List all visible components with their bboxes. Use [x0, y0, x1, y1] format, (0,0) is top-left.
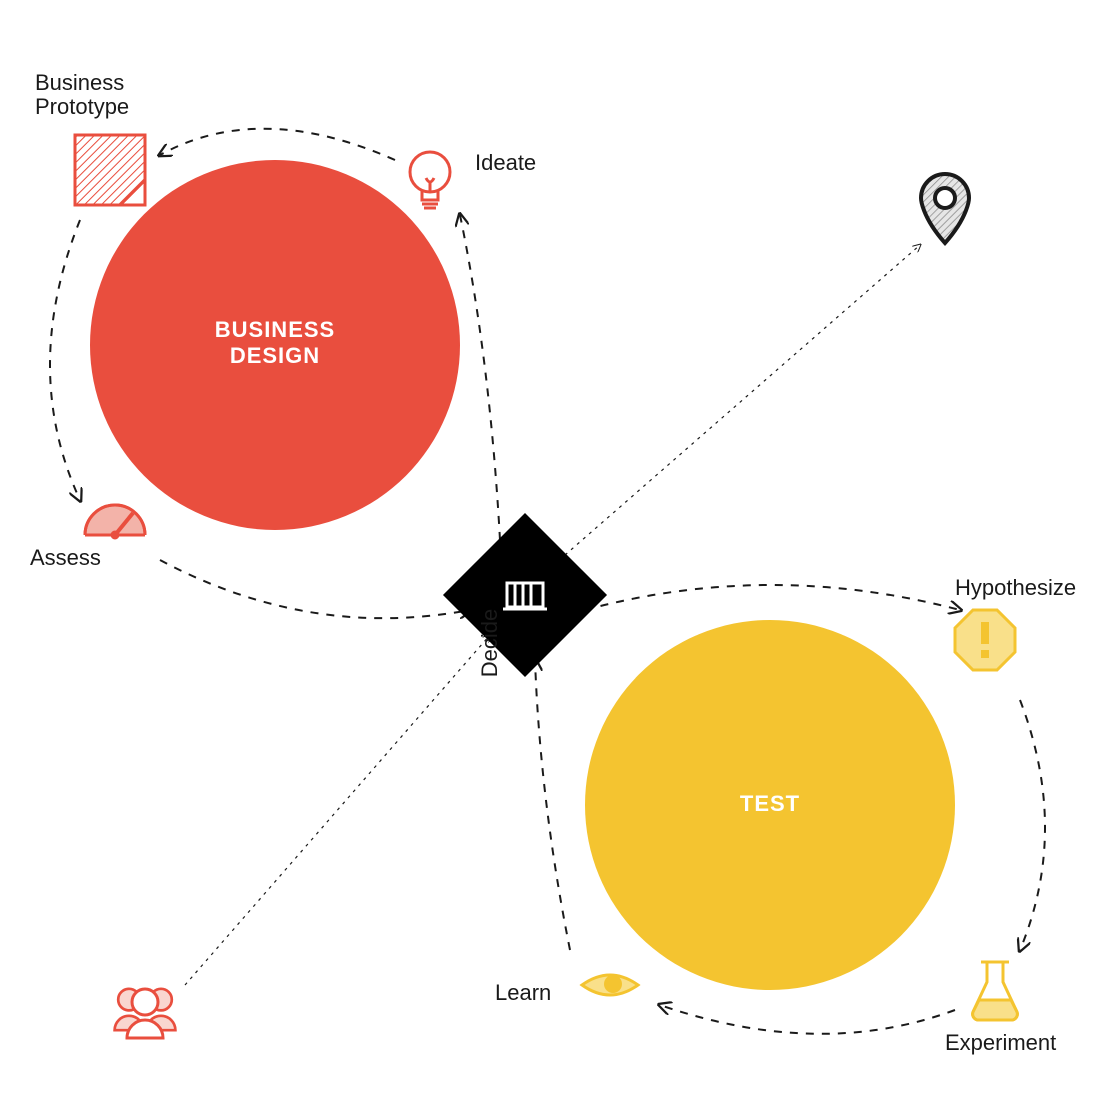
flow-arrow	[160, 560, 470, 618]
hypothesize-label: Hypothesize	[955, 575, 1076, 600]
flow-arrow	[460, 215, 500, 540]
flask-icon	[973, 962, 1018, 1020]
svg-text:TEST: TEST	[740, 791, 800, 816]
eye-icon	[582, 975, 638, 995]
svg-text:BUSINESS: BUSINESS	[215, 317, 335, 342]
flow-arrow	[585, 585, 960, 610]
lightbulb-icon	[410, 152, 450, 208]
flow-arrow	[50, 220, 80, 500]
flow-arrow	[565, 245, 920, 555]
experiment-label: Experiment	[945, 1030, 1056, 1055]
learn-label: Learn	[495, 980, 551, 1005]
assess-label: Assess	[30, 545, 101, 570]
flow-arrow	[660, 1005, 955, 1034]
decide-diamond: Decide	[443, 513, 607, 677]
prototype-icon	[75, 135, 145, 205]
flow-arrow	[1020, 700, 1045, 950]
pin-icon	[921, 174, 969, 243]
business-design-circle: BUSINESS DESIGN	[90, 160, 460, 530]
diagram-container: BUSINESS DESIGN TEST Decide Business Pro…	[0, 0, 1115, 1115]
flow-arrow	[185, 635, 490, 985]
prototype-label: Business	[35, 70, 124, 95]
gauge-icon	[85, 505, 145, 538]
svg-text:Decide: Decide	[477, 609, 502, 677]
diagram-svg: BUSINESS DESIGN TEST Decide Business Pro…	[0, 0, 1115, 1115]
flow-arrow	[535, 660, 570, 950]
ideate-label: Ideate	[475, 150, 536, 175]
warning-icon	[955, 610, 1015, 670]
people-icon	[115, 989, 176, 1038]
test-circle: TEST	[585, 620, 955, 990]
flow-arrow	[160, 129, 395, 160]
svg-text:DESIGN: DESIGN	[230, 343, 320, 368]
prototype-label-2: Prototype	[35, 94, 129, 119]
